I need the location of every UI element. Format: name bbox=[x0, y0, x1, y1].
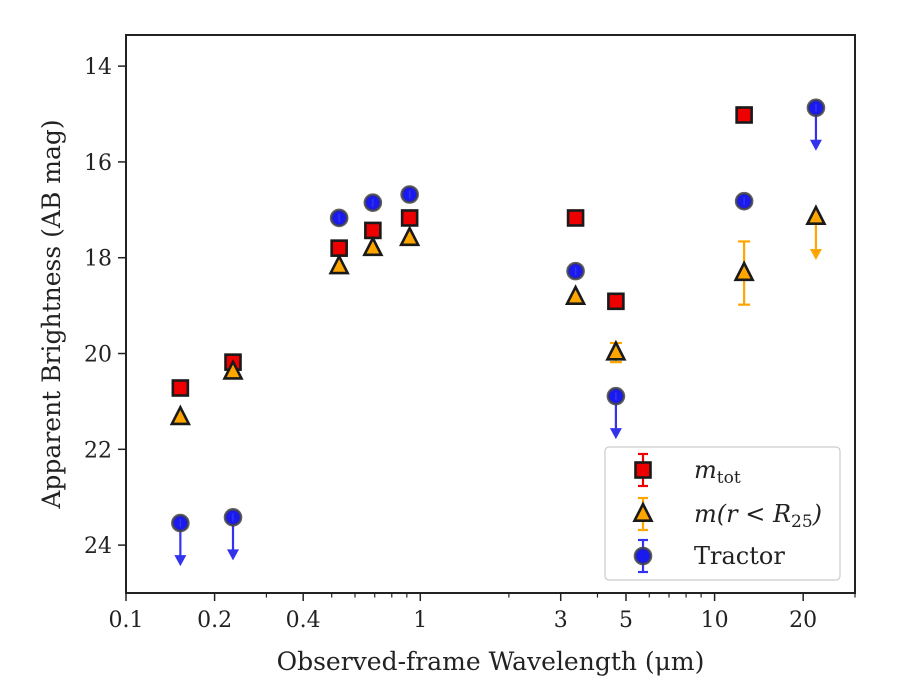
y-tick-label: 18 bbox=[84, 247, 112, 272]
series-square bbox=[171, 106, 753, 397]
x-tick-label: 0.2 bbox=[197, 608, 232, 633]
x-tick-label: 5 bbox=[619, 608, 633, 633]
legend-label: Tractor bbox=[694, 542, 785, 570]
legend-marker bbox=[632, 501, 654, 523]
upper-limit-arrow-head bbox=[174, 555, 187, 567]
x-tick-label: 10 bbox=[701, 608, 729, 633]
x-tick-label: 1 bbox=[413, 608, 427, 633]
x-tick-label: 0.4 bbox=[286, 608, 321, 633]
series-triangle bbox=[169, 204, 827, 426]
upper-limit-arrow-head bbox=[809, 249, 822, 261]
legend-marker bbox=[634, 461, 652, 479]
y-tick-label: 24 bbox=[84, 534, 112, 559]
series-layer bbox=[169, 98, 827, 567]
upper-limit-arrow-head bbox=[809, 139, 822, 151]
x-tick-label: 3 bbox=[554, 608, 568, 633]
x-tick-label: 0.1 bbox=[109, 608, 144, 633]
legend-marker bbox=[633, 546, 653, 566]
x-axis-label: Observed-frame Wavelength (μm) bbox=[277, 647, 705, 676]
legend: mtot m(r < R25) Tractor bbox=[604, 446, 841, 581]
upper-limit-arrow-head bbox=[609, 428, 622, 440]
y-tick-label: 22 bbox=[84, 438, 112, 463]
legend-label: m(r < R25) bbox=[694, 500, 822, 532]
legend-label: mtot bbox=[694, 456, 741, 488]
legend-box bbox=[604, 446, 841, 581]
x-axis: 0.1 0.2 0.4 1 3 5 10 20 bbox=[109, 593, 856, 633]
y-axis: 14 16 18 20 22 24 bbox=[84, 55, 126, 559]
x-tick-label: 20 bbox=[789, 608, 817, 633]
upper-limit-arrow-head bbox=[227, 549, 240, 561]
y-tick-label: 16 bbox=[84, 151, 112, 176]
series-circle bbox=[171, 98, 826, 567]
plot-frame bbox=[125, 34, 856, 594]
y-axis-label: Apparent Brightness (AB mag) bbox=[37, 119, 66, 509]
y-tick-label: 20 bbox=[84, 343, 112, 368]
y-tick-label: 14 bbox=[84, 55, 112, 80]
